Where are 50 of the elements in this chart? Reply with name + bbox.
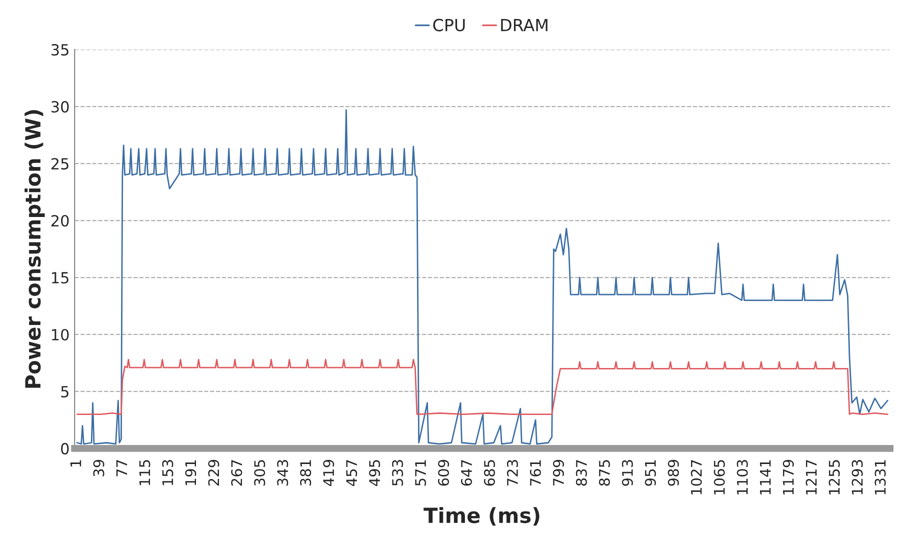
y-axis-title: Power consumption (W) — [24, 110, 45, 388]
legend-label: CPU — [433, 18, 465, 32]
x-tick-label: 571 — [415, 460, 426, 486]
x-tick-label: 533 — [392, 460, 404, 486]
x-tick-label: 989 — [668, 460, 679, 486]
y-tick-label: 0 — [61, 442, 69, 454]
x-tick-label: 1141 — [760, 460, 771, 494]
y-tick-label: 15 — [52, 272, 68, 284]
x-tick-label: 799 — [552, 460, 564, 486]
x-tick-label: 875 — [598, 460, 610, 486]
x-tick-label: 1217 — [806, 460, 817, 494]
x-tick-label: 419 — [323, 460, 334, 486]
x-tick-label: 685 — [484, 460, 496, 486]
x-tick-label: 457 — [346, 460, 358, 486]
x-axis-title: Time (ms) — [424, 507, 540, 526]
x-tick-label: 761 — [530, 460, 541, 486]
y-tick-label: 35 — [51, 44, 68, 56]
y-tick-label: 30 — [51, 101, 69, 113]
x-tick-label: 1065 — [714, 460, 725, 494]
x-tick-label: 381 — [300, 460, 312, 486]
x-tick-label: 913 — [622, 460, 633, 486]
y-tick-label: 5 — [61, 386, 68, 398]
x-tick-label: 77 — [116, 460, 128, 476]
x-tick-label: 267 — [231, 460, 242, 486]
y-tick-label: 25 — [51, 158, 68, 170]
x-tick-label: 1179 — [782, 460, 794, 494]
x-tick-label: 723 — [506, 460, 518, 486]
line-series — [76, 109, 888, 445]
x-tick-label: 153 — [162, 460, 174, 486]
x-tick-label: 305 — [254, 460, 266, 486]
legend-label: DRAM — [501, 18, 548, 32]
x-tick-label: 115 — [139, 460, 150, 486]
x-tick-label: 39 — [93, 460, 104, 476]
x-tick-label: 951 — [644, 460, 656, 486]
y-tick-label: 20 — [51, 214, 69, 227]
x-tick-label: 1331 — [874, 460, 886, 494]
x-tick-label: 229 — [208, 460, 220, 486]
x-tick-label: 495 — [369, 460, 380, 486]
x-tick-label: 343 — [277, 460, 288, 486]
y-tick-label: 10 — [52, 328, 69, 341]
x-tick-label: 1255 — [828, 460, 840, 494]
line-series — [76, 358, 888, 415]
x-tick-label: 1 — [70, 460, 82, 467]
x-tick-label: 1027 — [690, 460, 702, 494]
x-tick-label: 647 — [460, 460, 472, 486]
x-tick-label: 191 — [185, 460, 196, 486]
x-tick-label: 609 — [438, 460, 450, 486]
x-tick-label: 837 — [576, 460, 587, 486]
x-tick-label: 1293 — [852, 460, 863, 494]
x-tick-label: 1103 — [736, 460, 748, 494]
